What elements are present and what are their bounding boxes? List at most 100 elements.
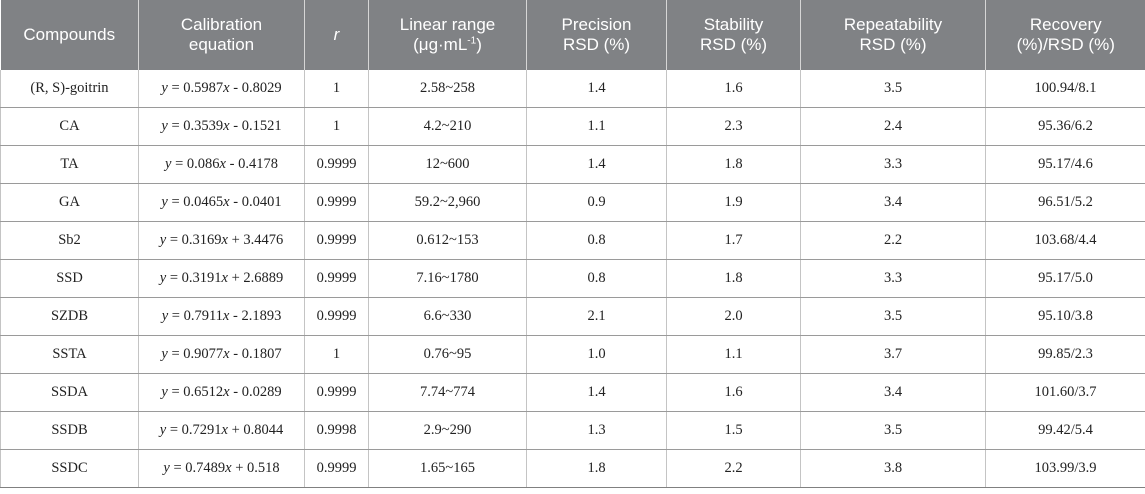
- cell-linear-range: 6.6~330: [368, 297, 527, 336]
- cell-linear-range: 7.74~774: [368, 373, 527, 412]
- cell-stability: 2.2: [666, 449, 801, 488]
- cell-linear-range: 1.65~165: [368, 449, 527, 488]
- cell-equation: y = 0.3539x - 0.1521: [138, 107, 305, 146]
- cell-r: 0.9998: [304, 411, 369, 450]
- header-stability: Stability RSD (%): [666, 0, 801, 70]
- cell-r: 0.9999: [304, 183, 369, 222]
- cell-equation: y = 0.0465x - 0.0401: [138, 183, 305, 222]
- cell-precision: 0.8: [526, 259, 667, 298]
- cell-precision: 1.4: [526, 145, 667, 184]
- cell-repeatability: 3.3: [800, 259, 986, 298]
- cell-precision: 1.0: [526, 335, 667, 374]
- cell-stability: 1.8: [666, 145, 801, 184]
- cell-equation: y = 0.5987x - 0.8029: [138, 70, 305, 108]
- header-row: Compounds Calibration equation r Linear r…: [0, 0, 1145, 70]
- cell-compound: (R, S)-goitrin: [0, 70, 139, 108]
- cell-equation: y = 0.6512x - 0.0289: [138, 373, 305, 412]
- cell-stability: 1.8: [666, 259, 801, 298]
- header-compounds: Compounds: [0, 0, 139, 70]
- cell-precision: 0.8: [526, 221, 667, 260]
- cell-equation: y = 0.086x - 0.4178: [138, 145, 305, 184]
- cell-equation: y = 0.3191x + 2.6889: [138, 259, 305, 298]
- header-linear-range: Linear range (μg·mL-1): [368, 0, 527, 70]
- cell-r: 1: [304, 107, 369, 146]
- table-row: CA y = 0.3539x - 0.1521 1 4.2~210 1.1 2.3 2.4 9…: [0, 107, 1145, 146]
- table-row: GA y = 0.0465x - 0.0401 0.9999 59.2~2,960 0.…: [0, 183, 1145, 222]
- cell-r: 0.9999: [304, 297, 369, 336]
- table-row: SSDC y = 0.7489x + 0.518 0.9999 1.65~165 1.8…: [0, 449, 1145, 488]
- cell-compound: SZDB: [0, 297, 139, 336]
- cell-repeatability: 2.4: [800, 107, 986, 146]
- cell-equation: y = 0.7911x - 2.1893: [138, 297, 305, 336]
- cell-precision: 0.9: [526, 183, 667, 222]
- cell-precision: 1.8: [526, 449, 667, 488]
- cell-linear-range: 12~600: [368, 145, 527, 184]
- cell-recovery: 95.10/3.8: [985, 297, 1145, 336]
- cell-compound: SSDC: [0, 449, 139, 488]
- cell-repeatability: 3.5: [800, 411, 986, 450]
- cell-repeatability: 3.4: [800, 373, 986, 412]
- table-row: SSDA y = 0.6512x - 0.0289 0.9999 7.74~774 1.…: [0, 373, 1145, 412]
- cell-repeatability: 3.4: [800, 183, 986, 222]
- table-row: Sb2 y = 0.3169x + 3.4476 0.9999 0.612~153 0.…: [0, 221, 1145, 260]
- cell-repeatability: 2.2: [800, 221, 986, 260]
- cell-linear-range: 59.2~2,960: [368, 183, 527, 222]
- cell-compound: SSTA: [0, 335, 139, 374]
- cell-r: 0.9999: [304, 373, 369, 412]
- cell-precision: 1.4: [526, 70, 667, 108]
- cell-linear-range: 2.58~258: [368, 70, 527, 108]
- cell-r: 1: [304, 335, 369, 374]
- cell-linear-range: 2.9~290: [368, 411, 527, 450]
- cell-recovery: 101.60/3.7: [985, 373, 1145, 412]
- header-repeatability: Repeatability RSD (%): [800, 0, 986, 70]
- cell-r: 1: [304, 70, 369, 108]
- cell-stability: 2.0: [666, 297, 801, 336]
- cell-stability: 2.3: [666, 107, 801, 146]
- cell-equation: y = 0.9077x - 0.1807: [138, 335, 305, 374]
- cell-recovery: 95.36/6.2: [985, 107, 1145, 146]
- header-precision: Precision RSD (%): [526, 0, 667, 70]
- table-row: (R, S)-goitrin y = 0.5987x - 0.8029 1 2.58~…: [0, 70, 1145, 108]
- cell-compound: TA: [0, 145, 139, 184]
- cell-repeatability: 3.8: [800, 449, 986, 488]
- cell-equation: y = 0.3169x + 3.4476: [138, 221, 305, 260]
- cell-precision: 1.4: [526, 373, 667, 412]
- cell-compound: GA: [0, 183, 139, 222]
- cell-compound: CA: [0, 107, 139, 146]
- cell-recovery: 100.94/8.1: [985, 70, 1145, 108]
- cell-stability: 1.7: [666, 221, 801, 260]
- cell-stability: 1.9: [666, 183, 801, 222]
- header-recovery: Recovery (%)/RSD (%): [985, 0, 1145, 70]
- cell-r: 0.9999: [304, 145, 369, 184]
- cell-compound: Sb2: [0, 221, 139, 260]
- cell-linear-range: 0.612~153: [368, 221, 527, 260]
- table-row: TA y = 0.086x - 0.4178 0.9999 12~600 1.4 1.8 3…: [0, 145, 1145, 184]
- cell-recovery: 103.99/3.9: [985, 449, 1145, 488]
- cell-recovery: 99.42/5.4: [985, 411, 1145, 450]
- cell-r: 0.9999: [304, 259, 369, 298]
- table-row: SZDB y = 0.7911x - 2.1893 0.9999 6.6~330 2.1…: [0, 297, 1145, 336]
- cell-stability: 1.6: [666, 373, 801, 412]
- cell-compound: SSD: [0, 259, 139, 298]
- cell-linear-range: 7.16~1780: [368, 259, 527, 298]
- table-row: SSTA y = 0.9077x - 0.1807 1 0.76~95 1.0 1.1 3.…: [0, 335, 1145, 374]
- cell-compound: SSDB: [0, 411, 139, 450]
- cell-repeatability: 3.5: [800, 70, 986, 108]
- cell-compound: SSDA: [0, 373, 139, 412]
- cell-stability: 1.5: [666, 411, 801, 450]
- cell-r: 0.9999: [304, 449, 369, 488]
- cell-equation: y = 0.7489x + 0.518: [138, 449, 305, 488]
- cell-linear-range: 4.2~210: [368, 107, 527, 146]
- cell-stability: 1.1: [666, 335, 801, 374]
- table-row: SSD y = 0.3191x + 2.6889 0.9999 7.16~1780 0.…: [0, 259, 1145, 298]
- cell-repeatability: 3.7: [800, 335, 986, 374]
- cell-precision: 1.3: [526, 411, 667, 450]
- cell-repeatability: 3.5: [800, 297, 986, 336]
- cell-precision: 2.1: [526, 297, 667, 336]
- cell-recovery: 96.51/5.2: [985, 183, 1145, 222]
- header-calibration-equation: Calibration equation: [138, 0, 305, 70]
- header-r: r: [304, 0, 369, 70]
- cell-r: 0.9999: [304, 221, 369, 260]
- cell-equation: y = 0.7291x + 0.8044: [138, 411, 305, 450]
